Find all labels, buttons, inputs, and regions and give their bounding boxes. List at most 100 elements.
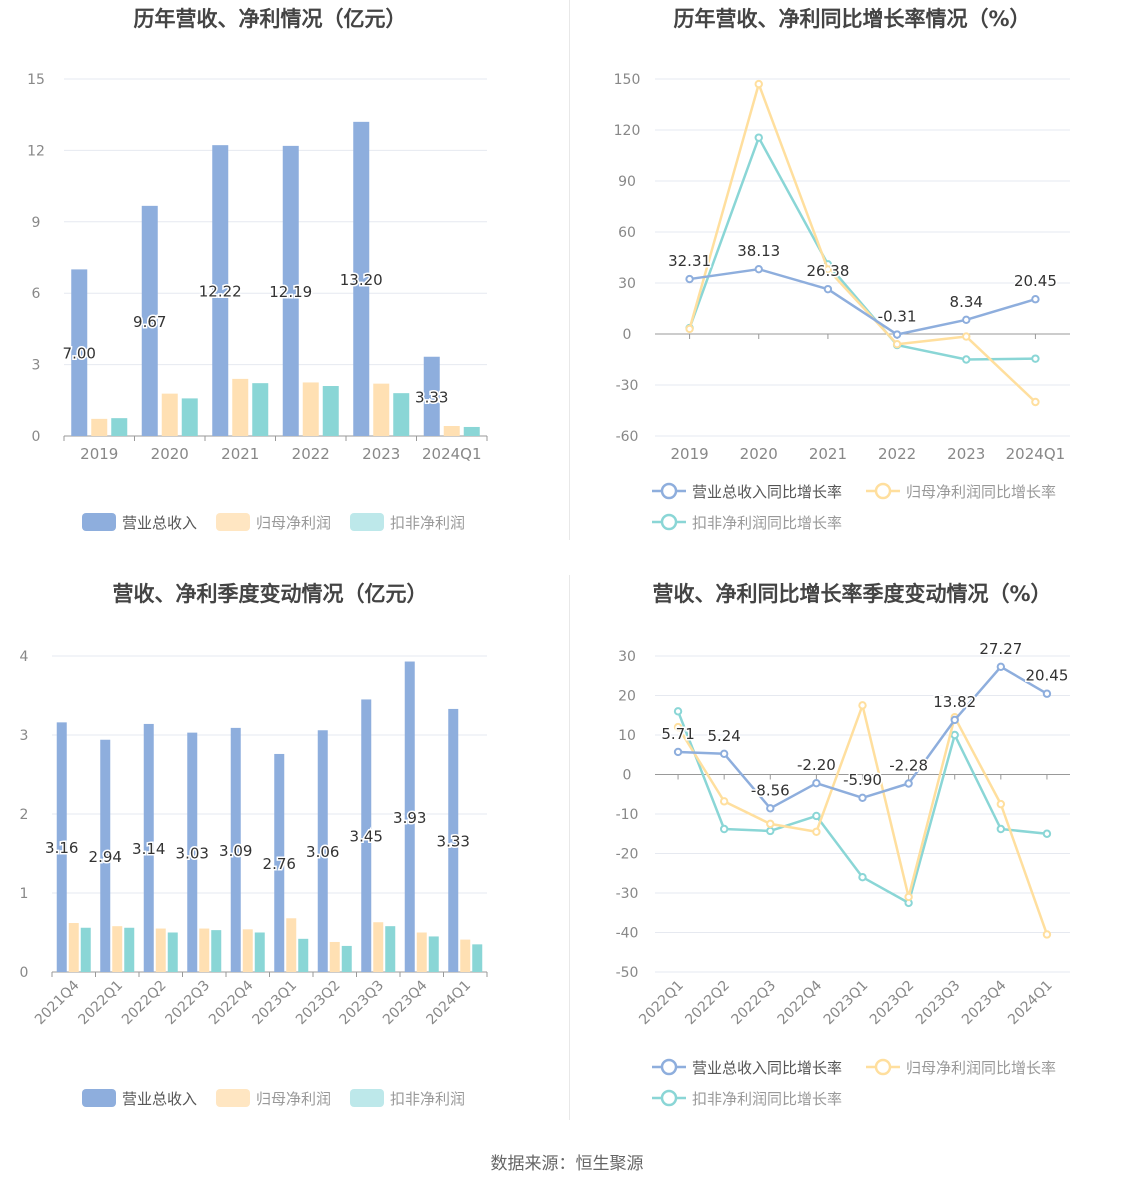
annual-bar-chart-svg: 历年营收、净利情况（亿元） 0 3 6 9 12 15 2019 7.00 2020 9.67 202… — [27, 7, 488, 532]
data-point — [962, 332, 971, 341]
data-label-revenue-growth: 5.71 — [661, 725, 694, 743]
series-line-deducted-profit — [688, 136, 1036, 361]
data-point — [858, 793, 867, 803]
y-tick-label: -40 — [616, 926, 639, 942]
legend-label: 营业总收入 — [122, 514, 197, 532]
data-point — [1031, 354, 1040, 363]
bar-revenue — [404, 661, 415, 972]
bar-revenue — [448, 708, 459, 972]
y-tick-label: 10 — [618, 728, 636, 744]
bar-deducted-profit — [80, 927, 91, 972]
chart-title: 历年营收、净利同比增长率情况（%） — [673, 7, 1030, 31]
bar-deducted-profit — [211, 930, 222, 972]
vertical-divider-bottom — [569, 575, 570, 1120]
x-tick-label: 2022Q1 — [75, 978, 126, 1029]
data-label-revenue: 3.09 — [219, 842, 252, 860]
bar-revenue — [143, 723, 154, 972]
legend-label: 扣非净利润 — [390, 1090, 465, 1108]
x-tick-label: 2022 — [292, 445, 330, 463]
y-tick-label: 0 — [623, 768, 632, 784]
data-point — [719, 824, 729, 834]
data-label-revenue: 7.00 — [63, 345, 96, 363]
chart-title: 营收、净利同比增长率季度变动情况（%） — [652, 582, 1051, 606]
data-label-revenue: 13.20 — [340, 271, 383, 289]
bar-net-profit — [68, 923, 79, 972]
legend-swatch — [216, 1089, 250, 1107]
y-tick-label: 20 — [618, 689, 636, 705]
data-point — [1031, 295, 1040, 304]
x-tick-label: 2020 — [151, 445, 189, 463]
chart-annual-revenue-profit: 历年营收、净利情况（亿元） 0 3 6 9 12 15 2019 7.00 2020 9.67 202… — [0, 0, 568, 560]
bar-deducted-profit — [385, 926, 396, 972]
x-tick-label: 2019 — [670, 445, 708, 463]
y-tick-label: 15 — [27, 72, 45, 88]
x-tick-label: 2023Q1 — [249, 978, 300, 1029]
y-tick-label: 3 — [32, 358, 41, 374]
bar-net-profit — [199, 928, 210, 972]
y-tick-label: 9 — [32, 215, 41, 231]
data-point — [673, 747, 683, 757]
data-point — [996, 799, 1006, 809]
x-tick-label: 2023Q1 — [821, 978, 872, 1029]
y-tick-label: -20 — [616, 847, 639, 863]
data-point — [1042, 930, 1052, 939]
bar-net-profit — [373, 922, 384, 972]
data-label-revenue-growth: -8.56 — [751, 781, 790, 799]
y-tick-label: 0 — [623, 327, 632, 343]
bar-revenue — [187, 732, 198, 972]
bar-deducted-profit — [181, 398, 198, 436]
data-point — [766, 819, 775, 829]
x-tick-label: 2024Q1 — [422, 445, 482, 463]
data-point — [950, 715, 959, 725]
x-tick-label: 2022Q1 — [636, 978, 687, 1029]
y-tick-label: 4 — [20, 649, 29, 665]
data-label-revenue-growth: 26.38 — [806, 262, 849, 280]
data-point — [1031, 397, 1040, 407]
bar-net-profit — [112, 926, 123, 972]
bar-revenue — [282, 145, 299, 437]
legend-swatch — [350, 513, 384, 531]
legend-swatch — [216, 513, 250, 531]
legend-label: 归母净利润 — [256, 514, 331, 532]
legend-swatch — [350, 1089, 384, 1107]
bar-deducted-profit — [298, 938, 309, 972]
bar-net-profit — [443, 426, 460, 436]
x-tick-label: 2019 — [80, 445, 118, 463]
x-tick-label: 2023Q3 — [913, 978, 964, 1029]
x-tick-label: 2023Q2 — [867, 978, 918, 1029]
bar-deducted-profit — [463, 426, 480, 436]
data-point — [812, 827, 821, 836]
data-label-revenue: 3.93 — [393, 809, 426, 827]
data-point — [685, 324, 694, 334]
x-tick-label: 2022Q4 — [775, 977, 826, 1028]
y-tick-label: 2 — [20, 807, 29, 823]
x-tick-label: 2022Q2 — [119, 978, 170, 1029]
bar-revenue — [71, 269, 88, 436]
data-label-revenue-growth: -0.31 — [878, 308, 917, 326]
legend-label: 营业总收入同比增长率 — [692, 1059, 842, 1077]
data-label-revenue-growth: 5.24 — [707, 727, 740, 745]
y-tick-label: 30 — [618, 276, 636, 292]
data-label-revenue-growth: 38.13 — [737, 242, 780, 260]
data-label-revenue-growth: 27.27 — [979, 640, 1022, 658]
data-point — [719, 797, 729, 806]
legend-marker — [660, 482, 678, 500]
y-tick-label: 90 — [618, 174, 636, 190]
bar-deducted-profit — [252, 383, 269, 436]
chart-quarterly-growth-rate: 营收、净利同比增长率季度变动情况（%） -50 -40 -30 -20 -10 0 10 20 3… — [570, 572, 1134, 1132]
legend-label: 扣非净利润 — [390, 514, 465, 532]
y-tick-label: -30 — [616, 886, 639, 902]
annual-line-chart-svg: 历年营收、净利同比增长率情况（%） -60 -30 0 30 60 90 120 150 2019… — [614, 7, 1070, 532]
bar-net-profit — [460, 939, 471, 972]
data-label-revenue: 12.22 — [199, 283, 242, 301]
bar-revenue — [353, 121, 370, 436]
bar-revenue — [141, 205, 158, 436]
data-label-revenue-growth: 20.45 — [1025, 667, 1068, 685]
bar-net-profit — [242, 929, 253, 972]
x-tick-label: 2023Q4 — [959, 977, 1010, 1028]
chart-title: 历年营收、净利情况（亿元） — [134, 7, 407, 31]
data-label-revenue: 3.16 — [45, 839, 78, 857]
y-tick-label: 120 — [614, 123, 641, 139]
data-label-revenue-growth: 8.34 — [950, 293, 983, 311]
x-tick-label: 2023Q3 — [336, 978, 387, 1029]
